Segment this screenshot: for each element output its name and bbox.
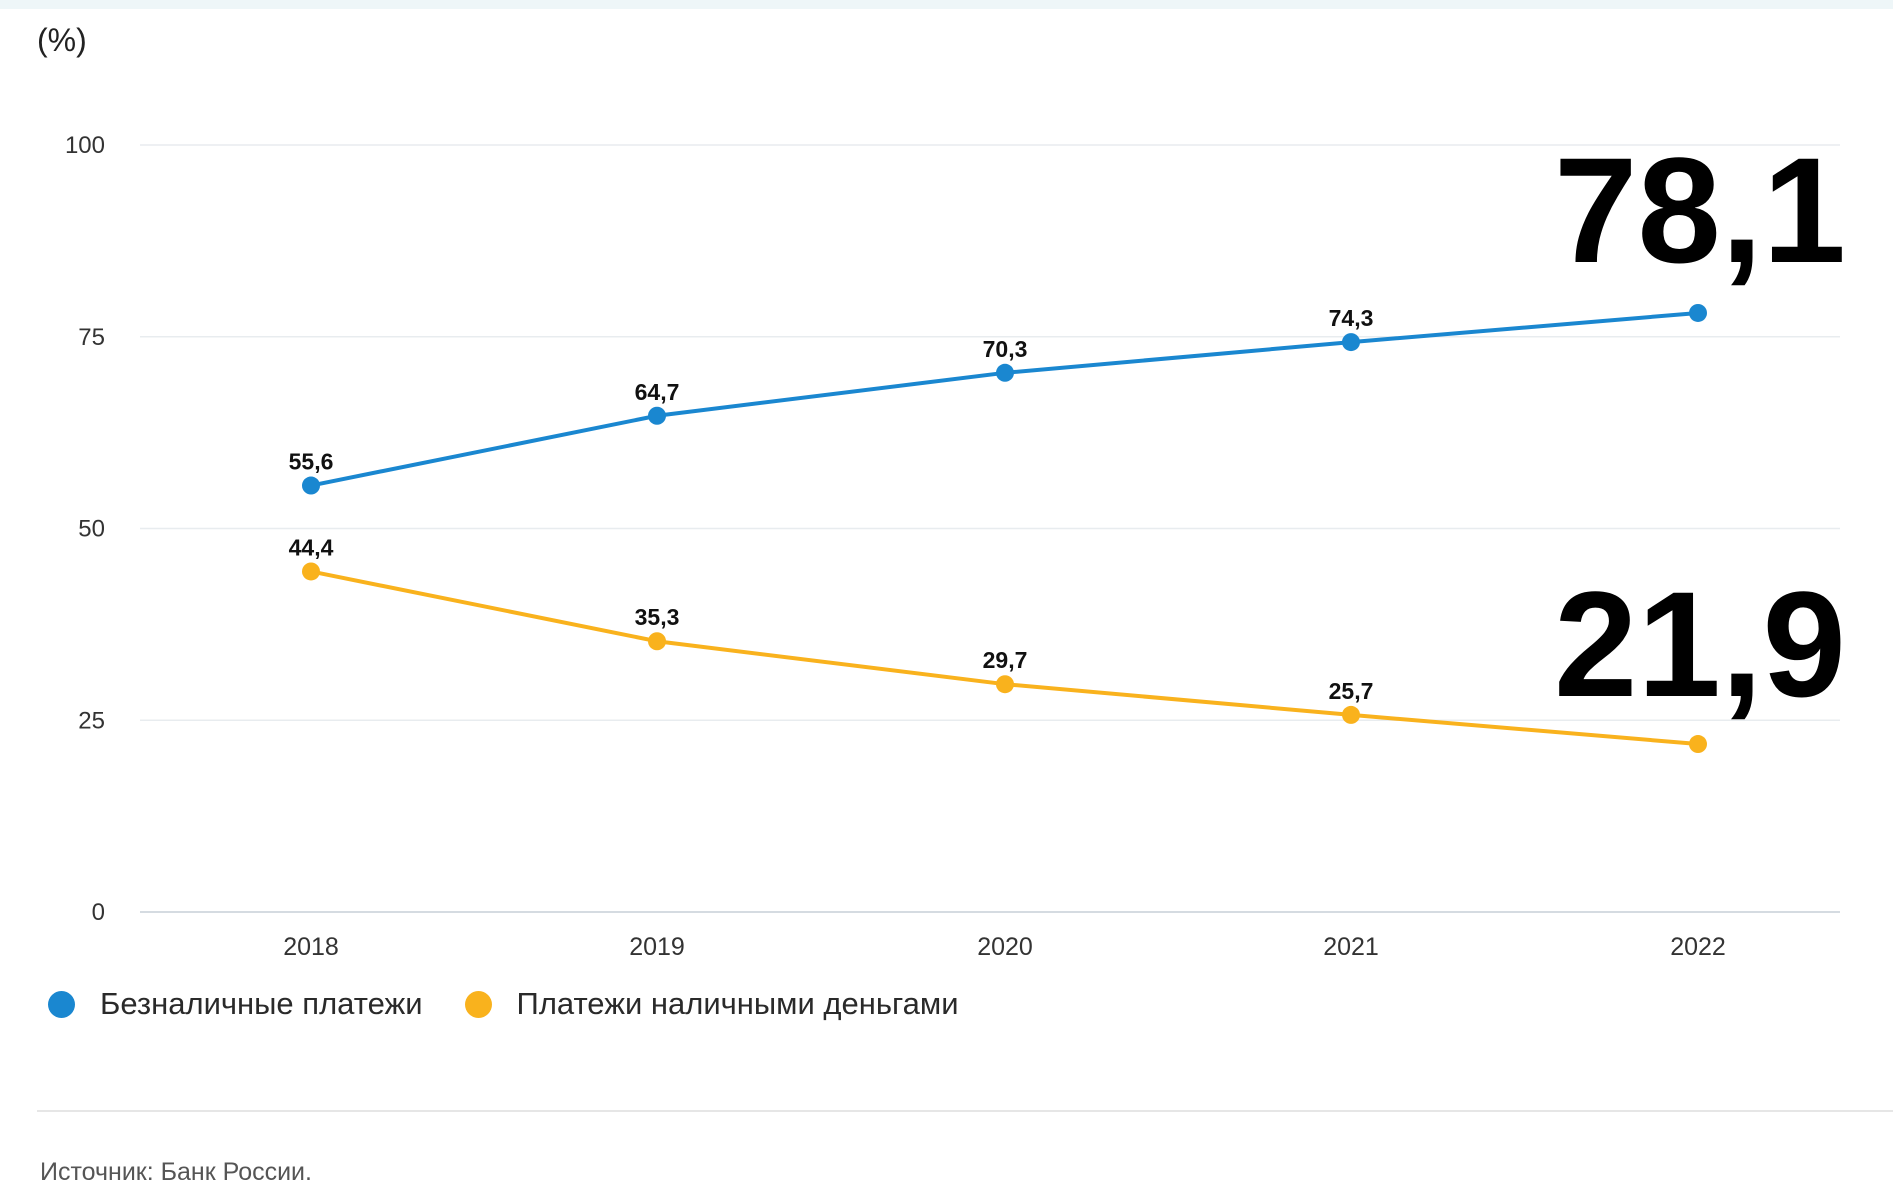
top-strip bbox=[0, 0, 1893, 9]
data-label: 35,3 bbox=[635, 604, 680, 630]
x-tick-label: 2020 bbox=[977, 933, 1033, 961]
callout-value: 21,9 bbox=[1554, 560, 1846, 728]
data-point bbox=[1342, 705, 1360, 724]
y-tick-label: 25 bbox=[78, 707, 105, 734]
y-tick-label: 0 bbox=[92, 899, 105, 926]
data-point bbox=[648, 406, 666, 425]
data-point bbox=[1689, 735, 1707, 754]
data-point bbox=[996, 675, 1014, 694]
data-point bbox=[996, 363, 1014, 382]
legend-dot-cashless bbox=[48, 990, 75, 1018]
callout-value: 78,1 bbox=[1554, 126, 1846, 294]
legend-dot-cash bbox=[464, 990, 492, 1018]
line-chart: 0 25 50 75 100 2018 2019 2020 2021 2022 55,6 64,7 70… bbox=[65, 126, 1846, 961]
legend-item-cash: Платежи наличными деньгами bbox=[464, 986, 959, 1022]
data-label: 29,7 bbox=[983, 647, 1028, 673]
x-tick-label: 2021 bbox=[1323, 933, 1379, 961]
data-point bbox=[1689, 303, 1707, 322]
divider bbox=[37, 1110, 1893, 1112]
data-point bbox=[1342, 333, 1360, 352]
y-unit-label: (%) bbox=[37, 22, 87, 58]
data-label: 74,3 bbox=[1329, 305, 1374, 331]
data-label: 70,3 bbox=[983, 336, 1028, 362]
data-point bbox=[302, 562, 320, 581]
legend-label-cashless: Безналичные платежи bbox=[100, 986, 423, 1021]
y-tick-label: 75 bbox=[78, 324, 105, 351]
legend-label-cash: Платежи наличными деньгами bbox=[516, 986, 959, 1021]
data-point bbox=[302, 476, 320, 495]
x-tick-label: 2019 bbox=[629, 933, 685, 961]
y-tick-label: 50 bbox=[78, 516, 105, 543]
data-label: 25,7 bbox=[1329, 678, 1374, 704]
x-tick-label: 2018 bbox=[283, 933, 339, 961]
source-note: Источник: Банк России. bbox=[40, 1158, 312, 1186]
data-label: 44,4 bbox=[289, 534, 334, 560]
data-label: 55,6 bbox=[289, 449, 334, 475]
data-label: 64,7 bbox=[635, 379, 680, 405]
y-tick-label: 100 bbox=[65, 132, 105, 159]
x-tick-label: 2022 bbox=[1670, 933, 1726, 961]
legend: Безналичные платежи Платежи наличными де… bbox=[48, 986, 1001, 1022]
data-point bbox=[648, 632, 666, 651]
legend-item-cashless: Безналичные платежи bbox=[48, 986, 423, 1022]
